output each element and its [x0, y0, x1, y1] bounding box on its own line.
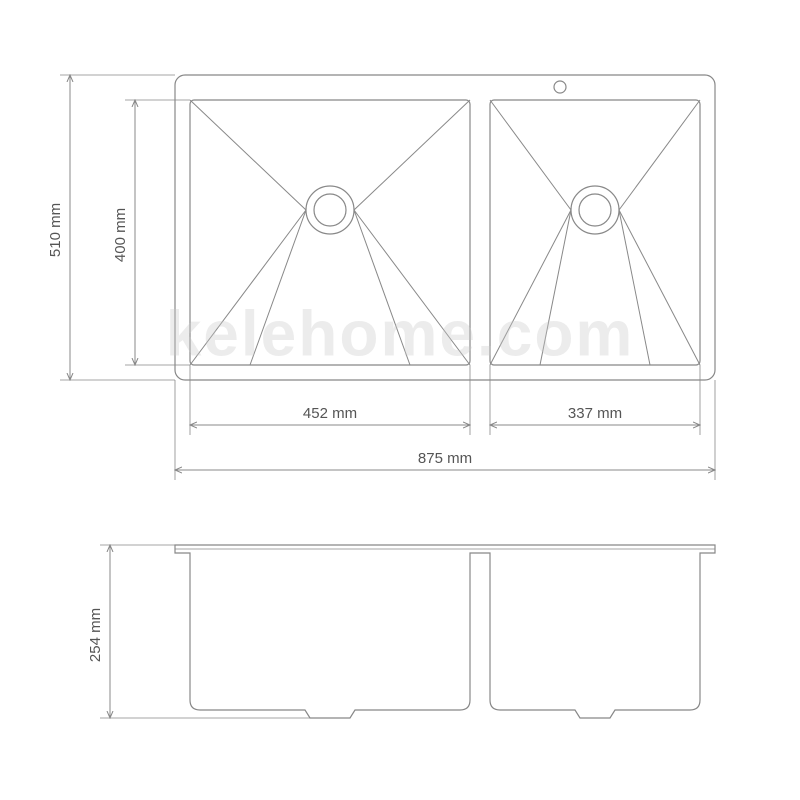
tap-hole — [554, 81, 566, 93]
sink-diagram: 510 mm 400 mm 452 mm 337 mm 875 mm — [0, 0, 800, 800]
drain-right-outer — [571, 186, 619, 234]
side-profile — [175, 545, 715, 718]
dim-outer-height: 510 mm — [47, 75, 175, 380]
top-view — [175, 75, 715, 380]
bowl-left — [190, 100, 470, 365]
dim-label: 875 mm — [418, 450, 472, 467]
dim-bowl-right-width: 337 mm — [490, 365, 700, 435]
dim-label: 254 mm — [87, 608, 104, 662]
side-view — [175, 545, 715, 718]
dim-label: 337 mm — [568, 405, 622, 422]
sink-outer-rim — [175, 75, 715, 380]
drain-left-outer — [306, 186, 354, 234]
dim-label: 510 mm — [47, 203, 64, 257]
dim-label: 400 mm — [112, 208, 129, 262]
dim-label: 452 mm — [303, 405, 357, 422]
dim-depth: 254 mm — [87, 545, 310, 718]
dim-inner-height: 400 mm — [112, 100, 190, 365]
bowl-right — [490, 100, 700, 365]
dim-total-width: 875 mm — [175, 380, 715, 480]
dim-bowl-left-width: 452 mm — [190, 365, 470, 435]
